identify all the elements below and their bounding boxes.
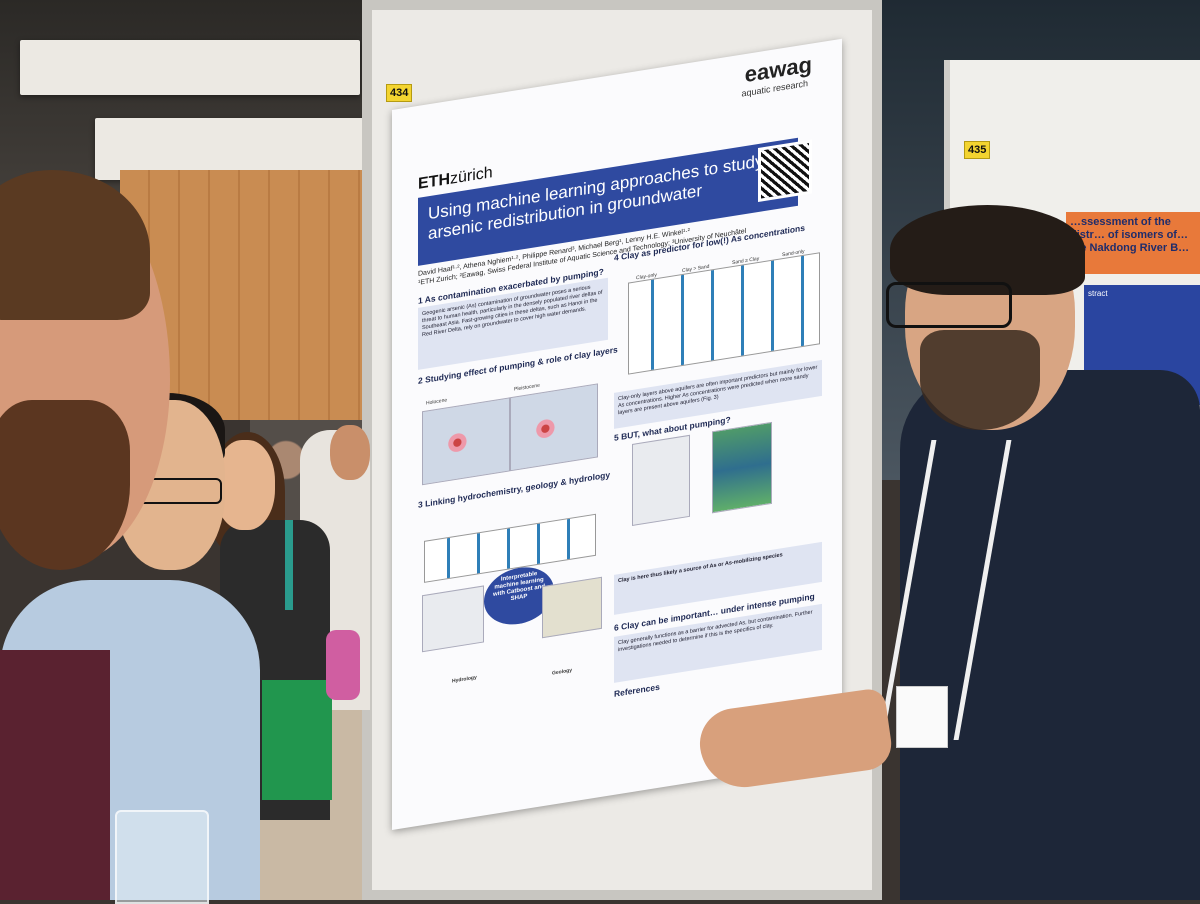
green-skirt	[262, 680, 332, 800]
presenter-beard	[920, 330, 1040, 430]
backpack-strap	[285, 520, 353, 610]
board-number-tag-right: 435	[964, 141, 991, 159]
geology-model-figure	[542, 576, 602, 639]
right-poster-title: …ssessment of the distr… of isomers of… …	[1066, 212, 1200, 274]
name-badge	[896, 686, 948, 748]
geology-label: Geology	[552, 667, 573, 677]
drinking-glass	[115, 810, 209, 904]
map-pleistocene	[510, 383, 598, 472]
map-label-holocene: Holocene	[426, 397, 448, 407]
references-heading: References	[614, 681, 660, 699]
ceiling-panel	[95, 118, 365, 180]
as-concentration-chart	[628, 252, 820, 375]
woman-face	[215, 440, 275, 530]
qr-code-icon	[758, 139, 812, 203]
presenter-shirt	[900, 370, 1200, 900]
pumping-map-figure	[712, 421, 772, 514]
hydrology-label: Hydrology	[452, 674, 477, 685]
map-label-pleistocene: Pleistocene	[514, 382, 540, 393]
board-number-tag: 434	[386, 84, 413, 102]
glasses-icon	[886, 282, 1012, 328]
map-holocene	[422, 397, 510, 486]
presenter-hair	[890, 205, 1085, 295]
ceiling-panel	[20, 40, 360, 95]
left-man-shirt	[0, 650, 110, 900]
background-attendee-head	[330, 425, 370, 480]
pink-bag	[326, 630, 360, 700]
left-man-beard	[0, 400, 130, 570]
hydrology-model-figure	[422, 585, 484, 653]
pumping-scatter-figure	[632, 434, 690, 526]
